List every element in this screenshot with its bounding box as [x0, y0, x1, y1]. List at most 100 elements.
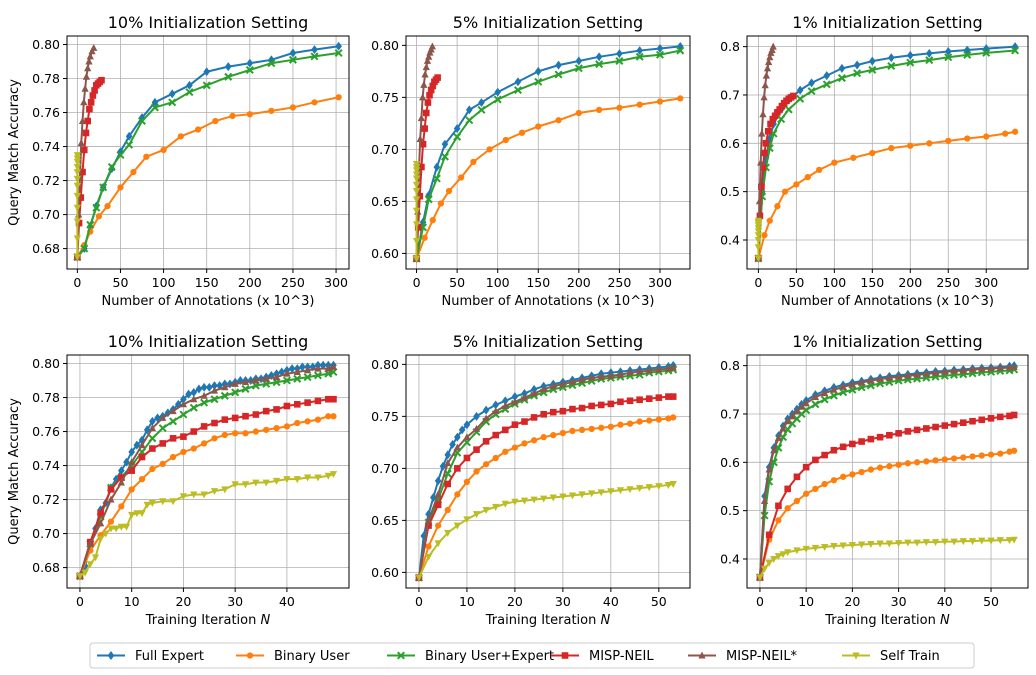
data-point	[148, 424, 157, 432]
data-point	[802, 463, 810, 471]
data-point	[876, 540, 884, 548]
data-point	[252, 479, 260, 487]
data-point	[907, 142, 914, 149]
data-point	[811, 393, 820, 401]
data-point	[646, 417, 653, 424]
data-point	[931, 539, 940, 547]
data-point	[775, 502, 782, 510]
data-point	[221, 486, 229, 494]
data-point	[440, 152, 449, 161]
data-point	[423, 57, 432, 64]
axes-frame	[405, 35, 691, 270]
data-point	[420, 80, 428, 88]
data-point	[774, 434, 783, 442]
data-point	[848, 542, 857, 549]
data-point	[303, 474, 312, 482]
axes-frame	[746, 354, 1029, 589]
data-point	[128, 511, 136, 519]
data-point	[159, 440, 167, 447]
data-point	[540, 434, 547, 441]
y-tick-label: 0.5	[720, 184, 740, 199]
data-point	[252, 428, 259, 435]
data-point	[86, 105, 93, 113]
data-point	[97, 519, 105, 527]
data-point	[569, 427, 576, 435]
data-point	[128, 447, 135, 457]
data-point	[821, 389, 829, 397]
series-line	[758, 413, 1015, 578]
data-point	[179, 493, 188, 501]
data-point	[518, 129, 526, 136]
data-point	[530, 414, 538, 421]
legend-box	[89, 642, 975, 669]
data-point	[520, 393, 529, 401]
data-point	[950, 366, 958, 374]
data-point	[895, 430, 902, 437]
series-line	[757, 130, 1016, 259]
data-point	[231, 414, 239, 422]
data-point	[530, 496, 538, 504]
x-tick-label: 0	[76, 594, 84, 609]
y-tick-label: 0.65	[371, 194, 399, 209]
data-point	[887, 61, 896, 70]
data-point	[664, 482, 673, 489]
legend-label: Binary User	[274, 649, 350, 664]
grid	[406, 355, 690, 588]
y-tick-label: 0.68	[32, 560, 60, 575]
data-point	[869, 56, 876, 66]
data-point	[626, 397, 634, 405]
data-point	[1010, 447, 1018, 454]
data-point	[130, 168, 137, 176]
data-point	[427, 86, 435, 94]
series-binary-user	[415, 414, 677, 581]
data-point	[796, 94, 805, 103]
data-point	[665, 415, 672, 422]
data-point	[754, 232, 763, 240]
data-point	[838, 63, 846, 73]
data-point	[501, 402, 509, 409]
series-line	[418, 483, 674, 579]
data-point	[463, 420, 471, 430]
data-point	[424, 516, 433, 524]
x-axis-label-variable: N	[600, 613, 610, 628]
data-point	[412, 188, 421, 195]
x-axis-label-variable: N	[940, 613, 950, 628]
data-point	[849, 471, 856, 478]
data-point	[425, 52, 433, 60]
data-point	[765, 58, 773, 66]
data-point	[412, 181, 421, 189]
data-point	[595, 60, 604, 69]
x-tick-label: 0	[413, 275, 421, 290]
data-point	[559, 429, 567, 437]
y-tick-label: 0.5	[720, 503, 740, 518]
grid	[747, 355, 1028, 588]
subplot-6: 0 10 20 30 40 50 0.4 0.5 0.6 0.7 0.8 1% Initializat…	[720, 332, 1029, 628]
data-point	[793, 181, 800, 188]
data-point	[190, 387, 198, 397]
x-tick-label: 20	[175, 594, 191, 609]
data-point	[839, 382, 847, 390]
x-tick-label: 50	[651, 594, 667, 609]
data-point	[241, 385, 250, 394]
y-tick-label: 0.80	[32, 37, 60, 52]
data-point	[941, 367, 949, 375]
data-point	[465, 105, 473, 115]
data-point	[655, 50, 664, 59]
data-point	[784, 105, 793, 114]
data-point	[143, 501, 151, 509]
data-point	[92, 203, 101, 212]
data-point	[299, 362, 306, 372]
data-point	[272, 477, 281, 485]
data-point	[759, 164, 767, 171]
data-point	[195, 384, 203, 394]
data-point	[886, 463, 893, 470]
data-point	[415, 574, 423, 582]
data-point	[853, 60, 861, 70]
data-point	[482, 405, 490, 415]
series-misp-neil-	[415, 363, 677, 581]
grid	[747, 36, 1028, 269]
data-point	[273, 406, 280, 413]
data-point	[849, 440, 856, 448]
data-point	[200, 491, 208, 499]
